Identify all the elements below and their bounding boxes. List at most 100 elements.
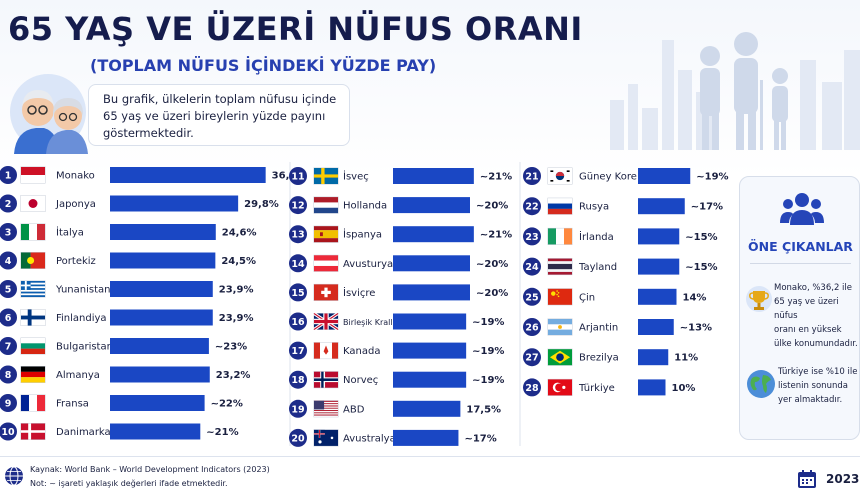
- austria-flag: [313, 254, 339, 272]
- data-bar: [638, 319, 674, 335]
- rank-badge: [0, 337, 17, 355]
- data-bar: [393, 429, 459, 446]
- page-title: 65 YAŞ VE ÜZERİ NÜFUS ORANI: [8, 10, 583, 48]
- rank-number: 2: [5, 199, 12, 210]
- divider: [750, 263, 851, 264]
- switzerland-flag: [313, 283, 339, 301]
- rank-number: 3: [5, 228, 12, 239]
- footer-divider: [0, 456, 860, 457]
- rank-number: 13: [291, 230, 304, 241]
- data-bar: [110, 309, 213, 326]
- rank-number: 4: [5, 256, 12, 267]
- city-skyline-illustration: [610, 32, 860, 150]
- value-label: 14%: [683, 292, 707, 303]
- globe-icon: [5, 466, 23, 486]
- rank-badge: [0, 223, 17, 241]
- country-name: İsviçre: [343, 286, 375, 299]
- ranking-bar-chart: 1Monako36,2%2Japonya29,8%3İtalya24,6%4Po…: [0, 162, 729, 447]
- source-note: Kaynak: World Bank – World Development I…: [30, 465, 270, 474]
- value-label: ~21%: [480, 172, 512, 183]
- sweden-flag: [313, 167, 339, 185]
- canada-flag: [313, 342, 339, 360]
- value-label: 23,9%: [219, 285, 254, 296]
- bulgaria-flag: [20, 337, 46, 355]
- denmark-flag: [20, 423, 46, 440]
- country-name: Norveç: [343, 375, 378, 386]
- data-bar: [110, 395, 205, 411]
- japan-flag: [20, 195, 46, 212]
- rank-badge: [523, 318, 541, 336]
- rank-badge: [289, 428, 307, 447]
- value-label: ~19%: [472, 346, 504, 357]
- value-label: ~17%: [691, 202, 723, 213]
- value-label: ~21%: [480, 230, 512, 241]
- rank-number: 5: [5, 285, 12, 296]
- highlight-top-country: Monako, %36,2 ile 65 yaş ve üzeri nüfus …: [774, 283, 858, 349]
- highlights-panel: ÖNE ÇIKANLAR Monako, %36,2 ile 65 yaş ve…: [739, 176, 860, 440]
- data-bar: [393, 313, 467, 330]
- people-icon: [780, 193, 824, 225]
- country-name: İrlanda: [579, 230, 614, 243]
- south-korea-flag: [547, 167, 573, 185]
- value-label: ~15%: [685, 262, 717, 273]
- country-name: Bulgaristan: [56, 342, 113, 353]
- value-label: ~19%: [472, 375, 504, 386]
- value-label: ~19%: [472, 317, 504, 328]
- value-label: ~22%: [211, 399, 243, 410]
- rank-badge: [523, 167, 541, 185]
- country-name: Birleşik Krallık: [343, 318, 400, 327]
- country-name: Monako: [56, 171, 95, 182]
- country-name: Çin: [579, 292, 595, 303]
- rank-badge: [289, 312, 307, 331]
- rank-badge: [0, 394, 17, 412]
- country-name: Avustralya: [343, 433, 396, 444]
- rank-number: 17: [291, 346, 304, 357]
- turkey-flag: [547, 378, 573, 396]
- rank-number: 7: [5, 342, 12, 353]
- rank-number: 22: [525, 202, 538, 213]
- value-label: ~21%: [206, 427, 238, 438]
- rank-number: 19: [291, 404, 304, 415]
- argentina-flag: [547, 318, 573, 336]
- data-bar: [110, 423, 201, 440]
- data-bar: [393, 197, 470, 214]
- data-bar: [110, 195, 239, 212]
- data-bar: [638, 349, 669, 366]
- value-label: 24,5%: [221, 256, 256, 267]
- country-name: Japonya: [55, 199, 96, 210]
- rank-number: 23: [525, 232, 538, 243]
- value-label: 24,6%: [222, 228, 257, 239]
- data-bar: [638, 288, 677, 305]
- uk-flag: [313, 312, 339, 331]
- value-label: 23,2%: [216, 370, 251, 381]
- portugal-flag: [20, 252, 46, 269]
- china-flag: [547, 288, 573, 306]
- data-bar: [393, 284, 470, 301]
- data-bar: [110, 366, 210, 383]
- country-name: ABD: [343, 404, 365, 415]
- country-name: Türkiye: [578, 383, 615, 394]
- greece-flag: [20, 280, 46, 298]
- country-name: İspanya: [343, 228, 382, 241]
- rank-number: 9: [5, 399, 12, 410]
- value-label: 11%: [674, 353, 698, 364]
- italy-flag: [20, 223, 46, 241]
- country-name: Almanya: [56, 370, 100, 381]
- country-name: Danimarka: [56, 427, 111, 438]
- rank-number: 15: [291, 288, 304, 299]
- elderly-couple-illustration: [10, 74, 88, 154]
- rank-badge: [523, 348, 541, 367]
- germany-flag: [20, 366, 46, 383]
- rank-badge: [523, 287, 541, 306]
- value-label: ~20%: [476, 259, 508, 270]
- highlight-last-country: Türkiye ise %10 ile listenin sonunda yer…: [778, 367, 858, 405]
- country-name: Brezilya: [579, 353, 619, 364]
- value-label: ~17%: [464, 433, 496, 444]
- rank-badge: [289, 225, 307, 244]
- data-bar: [110, 252, 216, 269]
- rank-badge: [289, 341, 307, 360]
- rank-badge: [289, 196, 307, 215]
- value-label: ~23%: [215, 342, 247, 353]
- country-name: Güney Kore: [579, 172, 637, 183]
- country-name: Arjantin: [579, 323, 618, 334]
